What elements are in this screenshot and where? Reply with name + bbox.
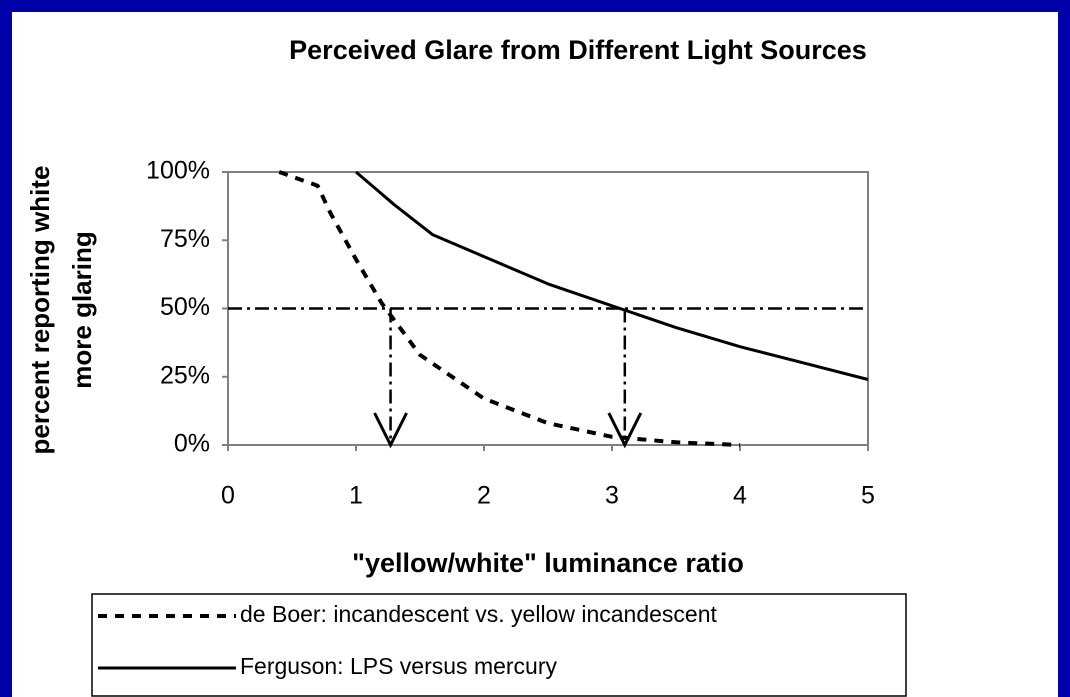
series-line: [278, 170, 741, 447]
x-tick-label: 4: [733, 482, 747, 510]
y-axis-label: percent reporting white more glaring: [25, 166, 97, 455]
legend: [91, 593, 907, 697]
x-tick-label: 3: [605, 482, 619, 510]
x-tick-label: 5: [861, 482, 875, 510]
series-line: [355, 170, 869, 381]
y-tick-label: 0%: [174, 430, 210, 458]
background: [12, 12, 1058, 697]
arrow-head: [373, 412, 408, 449]
x-tick-label: 2: [477, 482, 491, 510]
y-tick-label: 75%: [160, 225, 210, 253]
legend-label: de Boer: incandescent vs. yellow incande…: [240, 601, 718, 627]
y-axis-label-line: more glaring: [67, 231, 97, 388]
arrow-head: [607, 412, 643, 449]
y-tick-label: 50%: [160, 293, 210, 321]
x-tick-label: 1: [349, 482, 363, 510]
y-tick-label: 25%: [160, 361, 210, 389]
x-axis-label: "yellow/white" luminance ratio: [352, 548, 744, 578]
x-tick-label: 0: [221, 482, 235, 510]
y-axis-label-line: percent reporting white: [25, 166, 55, 455]
y-tick-label: 100%: [146, 157, 210, 185]
legend-label: Ferguson: LPS versus mercury: [240, 653, 558, 679]
chart-title: Perceived Glare from Different Light Sou…: [289, 35, 867, 65]
